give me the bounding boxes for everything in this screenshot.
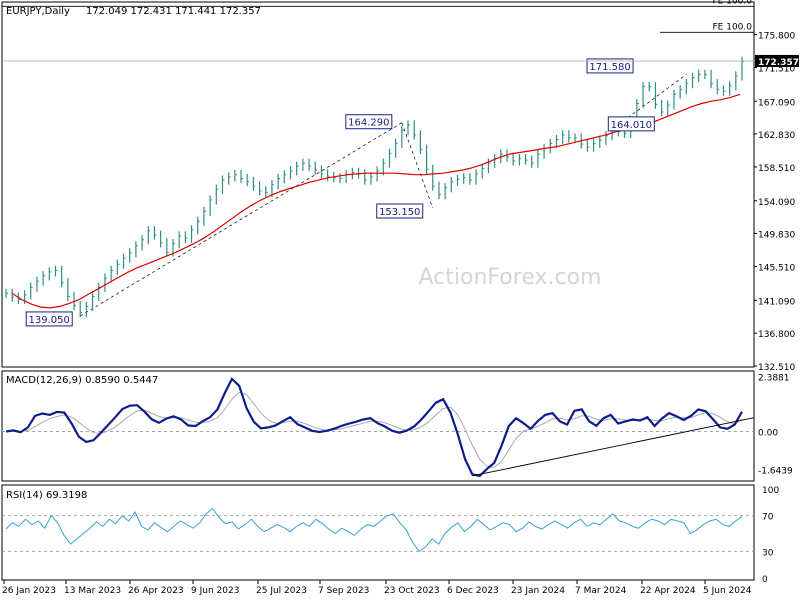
price-annotation-box <box>607 116 655 132</box>
price-y-tick-label: 162.830 <box>758 131 795 141</box>
x-axis: 26 Jan 2023 13 Mar 2023 26 Apr 2023 9 Jun 2… <box>2 580 752 596</box>
price-y-tick-label: 167.090 <box>758 98 795 108</box>
trend-line-dashed <box>80 122 403 317</box>
macd-line <box>5 377 743 477</box>
x-tick-label: 9 Jun 2023 <box>191 586 239 596</box>
x-tick-label: 7 Mar 2024 <box>575 586 627 596</box>
x-tick-label: 13 Mar 2023 <box>64 586 121 596</box>
current-price-tag <box>755 54 799 67</box>
macd-y-tick-label: 0.00 <box>758 429 778 439</box>
symbol-label: EURJPY,Daily <box>6 6 70 17</box>
rsi-y-tick-label: 30 <box>762 548 774 558</box>
price-annotation-label: 153.150 <box>379 207 420 218</box>
rsi-line <box>5 507 743 552</box>
macd-trend-line <box>472 417 755 477</box>
price-y-tick-label: 136.800 <box>758 330 795 340</box>
macd-plot: 2.3881 0.00 -1.6439 <box>2 373 793 477</box>
rsi-panel-frame <box>1 484 755 581</box>
rsi-title: RSI(14) 69.3198 <box>6 490 87 501</box>
macd-signal-line <box>5 391 743 468</box>
price-y-tick-label: 158.510 <box>758 164 795 174</box>
x-tick-label: 26 Jan 2023 <box>2 586 56 596</box>
x-tick-label: 6 Dec 2023 <box>447 586 499 596</box>
price-annotation-box <box>586 58 634 74</box>
price-annotation-box <box>345 114 393 130</box>
price-y-tick-label: 141.090 <box>758 297 795 307</box>
price-annotation-box <box>376 203 424 219</box>
rsi-y-tick-label: 70 <box>762 513 774 523</box>
macd-y-tick-label: -1.6439 <box>758 466 793 476</box>
price-y-tick-label: 145.510 <box>758 263 795 273</box>
trend-line-dashed <box>401 122 434 209</box>
rsi-y-tick-label: 100 <box>762 486 779 496</box>
x-tick-label: 26 Apr 2023 <box>128 586 184 596</box>
fe-level-label: FE 100.0 <box>713 0 753 6</box>
x-tick-label: 7 Sep 2023 <box>318 586 369 596</box>
price-annotation-box <box>25 311 73 327</box>
price-y-tick-label: 132.510 <box>758 363 795 373</box>
current-price-label: 172.357 <box>758 58 799 68</box>
price-y-tick-label: 149.830 <box>758 230 795 240</box>
rsi-plot: 100 70 30 0 <box>2 486 779 585</box>
price-y-tick-label: 171.510 <box>758 64 795 74</box>
x-tick-label: 23 Oct 2023 <box>384 586 440 596</box>
price-y-tick-label: 175.800 <box>758 32 795 42</box>
watermark: ActionForex.com <box>419 265 602 290</box>
x-tick-label: 5 Jun 2024 <box>703 586 752 596</box>
macd-title: MACD(12,26,9) 0.8590 0.5447 <box>6 375 158 386</box>
price-plot: 175.800 171.510 167.090 162.830 158.510 154.0… <box>2 0 799 373</box>
price-annotation-label: 139.050 <box>29 315 70 326</box>
fe-level-label: FE 100.0 <box>713 22 753 32</box>
x-tick-label: 23 Jan 2024 <box>511 586 565 596</box>
macd-y-tick-label: 2.3881 <box>758 373 790 383</box>
x-tick-label: 22 Apr 2024 <box>640 586 696 596</box>
price-annotation-label: 171.580 <box>589 62 630 73</box>
price-y-tick-label: 154.090 <box>758 198 795 208</box>
macd-panel-frame <box>1 370 755 482</box>
ohlc-values: 172.049 172.431 171.441 172.357 <box>86 6 261 17</box>
price-panel-frame <box>1 1 755 368</box>
rsi-y-tick-label: 0 <box>762 575 768 585</box>
x-tick-label: 25 Jul 2023 <box>256 586 307 596</box>
price-annotation-label: 164.010 <box>611 120 652 131</box>
price-annotation-label: 164.290 <box>348 118 389 129</box>
